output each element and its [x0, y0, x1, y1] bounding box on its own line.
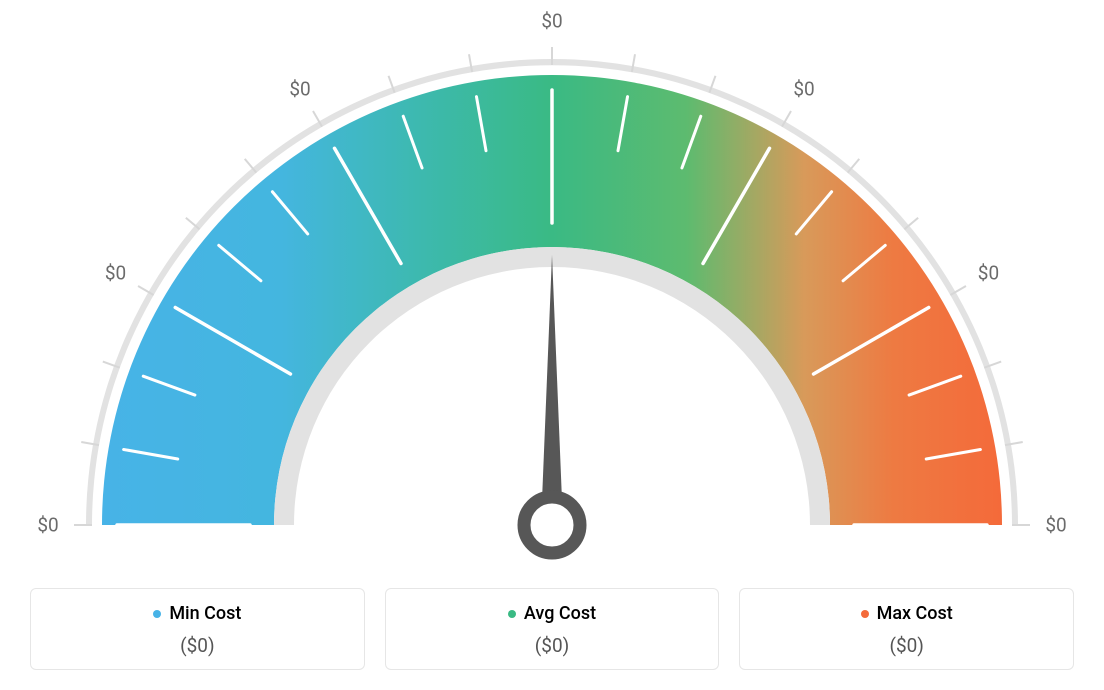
- scale-label: $0: [978, 262, 999, 285]
- legend-row: Min Cost ($0) Avg Cost ($0) Max Cost ($0…: [30, 588, 1074, 671]
- legend-title-avg: Avg Cost: [508, 603, 596, 624]
- scale-label: $0: [541, 10, 562, 33]
- scale-label: $0: [1045, 514, 1066, 537]
- dot-icon-min: [153, 610, 161, 618]
- legend-value-avg: ($0): [396, 634, 709, 657]
- legend-card-avg: Avg Cost ($0): [385, 588, 720, 671]
- legend-title-max: Max Cost: [861, 603, 953, 624]
- legend-label-min: Min Cost: [169, 603, 241, 624]
- cost-gauge-chart: $0 $0 $0 $0 $0 $0 $0 Min Cost ($0) Avg Cost ($…: [0, 0, 1104, 690]
- legend-label-max: Max Cost: [877, 603, 953, 624]
- legend-value-min: ($0): [41, 634, 354, 657]
- scale-label: $0: [37, 514, 58, 537]
- legend-value-max: ($0): [750, 634, 1063, 657]
- legend-card-max: Max Cost ($0): [739, 588, 1074, 671]
- scale-label: $0: [105, 262, 126, 285]
- dot-icon-avg: [508, 610, 516, 618]
- legend-label-avg: Avg Cost: [524, 603, 596, 624]
- scale-label: $0: [793, 77, 814, 100]
- gauge-svg: [0, 0, 1104, 560]
- gauge: $0 $0 $0 $0 $0 $0 $0: [0, 0, 1104, 560]
- scale-label: $0: [289, 77, 310, 100]
- dot-icon-max: [861, 610, 869, 618]
- legend-card-min: Min Cost ($0): [30, 588, 365, 671]
- legend-title-min: Min Cost: [153, 603, 241, 624]
